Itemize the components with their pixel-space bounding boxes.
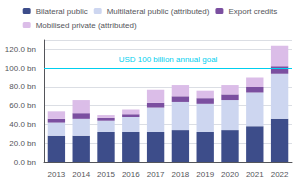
svg-text:2013: 2013 <box>48 170 66 179</box>
svg-text:40.0 bn: 40.0 bn <box>9 120 36 129</box>
svg-text:Mobilised private (attributed): Mobilised private (attributed) <box>36 21 137 30</box>
svg-text:60.0 bn: 60.0 bn <box>9 101 36 110</box>
svg-text:100.0 bn: 100.0 bn <box>5 64 36 73</box>
svg-text:USD 100 billion annual goal: USD 100 billion annual goal <box>119 55 218 64</box>
svg-text:80.0 bn: 80.0 bn <box>9 82 36 91</box>
svg-text:2022: 2022 <box>271 170 289 179</box>
svg-text:2018: 2018 <box>172 170 190 179</box>
svg-text:2014: 2014 <box>72 170 90 179</box>
svg-text:Multilateral public (attribute: Multilateral public (attributed) <box>107 7 210 16</box>
svg-text:2015: 2015 <box>97 170 115 179</box>
svg-text:2019: 2019 <box>196 170 214 179</box>
svg-text:120.0 bn: 120.0 bn <box>5 45 36 54</box>
svg-text:2020: 2020 <box>221 170 239 179</box>
svg-text:2021: 2021 <box>246 170 264 179</box>
svg-text:20.0 bn: 20.0 bn <box>9 139 36 148</box>
svg-text:2016: 2016 <box>122 170 140 179</box>
svg-text:Bilateral public: Bilateral public <box>36 7 88 16</box>
svg-text:Export credits: Export credits <box>228 7 277 16</box>
svg-text:2017: 2017 <box>147 170 165 179</box>
svg-text:0.0 bn: 0.0 bn <box>14 158 36 167</box>
